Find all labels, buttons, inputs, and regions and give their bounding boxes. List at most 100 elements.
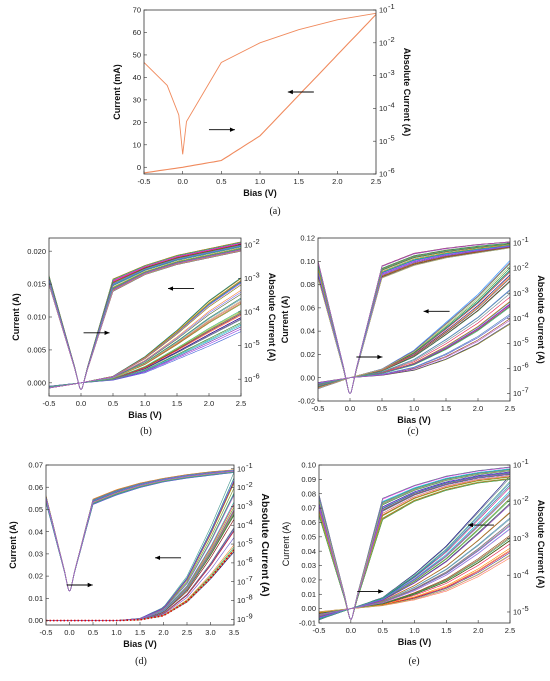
x-tick-label: 1.0 — [255, 177, 265, 186]
y2-tick-label: 10 — [379, 170, 387, 179]
y-tick-label: -0.01 — [299, 619, 316, 628]
x-tick-label: 2.5 — [505, 404, 515, 413]
log-iv-curve — [318, 243, 510, 394]
log-iv-curve — [318, 245, 510, 394]
panel-e: -0.5 0.0 0.5 1.0 1.5 2.0 2.5 -0.01 0.00 0.01 0.02 0… — [281, 457, 546, 667]
y-tick-label: 0.000 — [27, 378, 46, 387]
y2-tick-label: 10 — [244, 308, 252, 317]
y2-tick-label: 10 — [513, 314, 521, 323]
y-tick-label: 0.04 — [28, 527, 43, 536]
log-iv-curve — [318, 241, 510, 394]
y-tick-label: 70 — [133, 6, 141, 15]
y2-tick-label: 10 — [513, 289, 521, 298]
plot-area-a — [144, 12, 376, 174]
linear-iv-curve — [318, 301, 510, 386]
x-tick-label: -0.5 — [43, 399, 56, 408]
linear-iv-curve — [46, 515, 234, 621]
x-tick-label: 2.0 — [332, 177, 342, 186]
linear-iv-curve — [319, 528, 510, 615]
linear-iv-curve — [46, 492, 234, 621]
y-axis-label: Current (A) — [8, 521, 18, 569]
linear-iv-curve — [318, 306, 510, 385]
plot-area-d — [46, 469, 234, 622]
y2-tick-exponent: -2 — [388, 35, 395, 44]
y2-axis-label: Absolute Current (A) — [267, 273, 277, 362]
y2-axis-label: Absolute Current (A) — [259, 493, 271, 596]
y2-tick-exponent: -2 — [522, 494, 529, 503]
y2-tick-label: 10 — [513, 339, 521, 348]
x-tick-label: 2.0 — [473, 404, 483, 413]
y-tick-label: 0.05 — [28, 505, 43, 514]
y-tick-label: 10 — [133, 140, 141, 149]
log-iv-curve — [318, 243, 510, 394]
panel-d: -0.5 0.0 0.5 1.0 1.5 2.0 2.5 3.0 3.5 0.00 0.01 0.02… — [8, 461, 271, 667]
y-tick-label: 0.06 — [28, 483, 43, 492]
y-tick-label: 20 — [133, 118, 141, 127]
y2-tick-label: 10 — [244, 240, 252, 249]
y2-tick-exponent: -3 — [253, 271, 260, 280]
y-tick-label: -0.02 — [298, 397, 315, 406]
x-tick-label: 2.0 — [473, 626, 483, 635]
y-tick-label: 0.10 — [300, 257, 315, 266]
log-iv-curve — [319, 473, 510, 620]
y2-tick-exponent: -4 — [246, 517, 253, 526]
y2-tick-exponent: -4 — [522, 310, 529, 319]
linear-iv-curve — [318, 278, 510, 388]
y-tick-label: 50 — [133, 51, 141, 60]
x-tick-label: 1.5 — [135, 628, 145, 637]
log-iv-curve — [318, 245, 510, 394]
x-tick-label: 0.0 — [177, 177, 187, 186]
x-axis-label: Bias (V) — [123, 639, 157, 649]
x-tick-label: -0.5 — [312, 404, 325, 413]
linear-iv-curve — [49, 313, 241, 388]
y-tick-label: 0.10 — [301, 461, 316, 470]
x-tick-label: 3.0 — [205, 628, 215, 637]
x-tick-label: 0.5 — [216, 177, 226, 186]
panel-label-a: (a) — [269, 206, 280, 217]
y-tick-label: 0.02 — [28, 572, 43, 581]
y2-tick-exponent: -5 — [522, 336, 529, 345]
linear-iv-curve — [319, 522, 510, 616]
x-tick-label: 2.5 — [505, 626, 515, 635]
log-iv-curve — [318, 243, 510, 394]
y2-axis-label: Absolute Current (A) — [402, 48, 412, 137]
y-tick-label: 0.06 — [301, 518, 316, 527]
y2-tick-label: 10 — [237, 596, 245, 605]
log-iv-curve — [318, 244, 510, 394]
y2-tick-label: 10 — [513, 389, 521, 398]
linear-iv-curve — [46, 507, 234, 621]
log-iv-curve — [318, 244, 510, 394]
y2-tick-label: 10 — [244, 341, 252, 350]
x-tick-label: 1.0 — [111, 628, 121, 637]
y2-tick-exponent: -6 — [253, 371, 260, 380]
x-tick-label: 1.5 — [441, 626, 451, 635]
y-tick-label: 0.03 — [301, 561, 316, 570]
y2-tick-label: 10 — [379, 6, 387, 15]
y-tick-label: 0.00 — [28, 616, 43, 625]
linear-iv-curve — [49, 317, 241, 387]
log-iv-curve — [318, 245, 510, 394]
arrow-head — [287, 89, 293, 95]
x-tick-label: 1.0 — [409, 626, 419, 635]
x-tick-label: 0.0 — [64, 628, 74, 637]
x-tick-label: -0.5 — [40, 628, 53, 637]
x-tick-label: -0.5 — [138, 177, 151, 186]
y2-tick-label: 10 — [379, 38, 387, 47]
log-iv-curve — [318, 243, 510, 394]
y-tick-label: 0.03 — [28, 549, 43, 558]
y2-tick-label: 10 — [244, 375, 252, 384]
y2-tick-exponent: -3 — [246, 499, 253, 508]
y-tick-label: 30 — [133, 95, 141, 104]
plot-area-e — [319, 466, 510, 621]
y2-tick-label: 10 — [513, 364, 521, 373]
linear-iv-curve — [319, 555, 510, 613]
log-iv-curve — [318, 243, 510, 394]
plot-area-b — [49, 241, 241, 390]
x-tick-label: 0.5 — [108, 399, 118, 408]
linear-iv-curve — [319, 557, 510, 612]
linear-iv-curve — [46, 510, 234, 621]
x-tick-label: 1.0 — [409, 404, 419, 413]
y-tick-label: 0.020 — [27, 247, 46, 256]
y2-tick-label: 10 — [237, 502, 245, 511]
y2-tick-exponent: -2 — [522, 260, 529, 269]
